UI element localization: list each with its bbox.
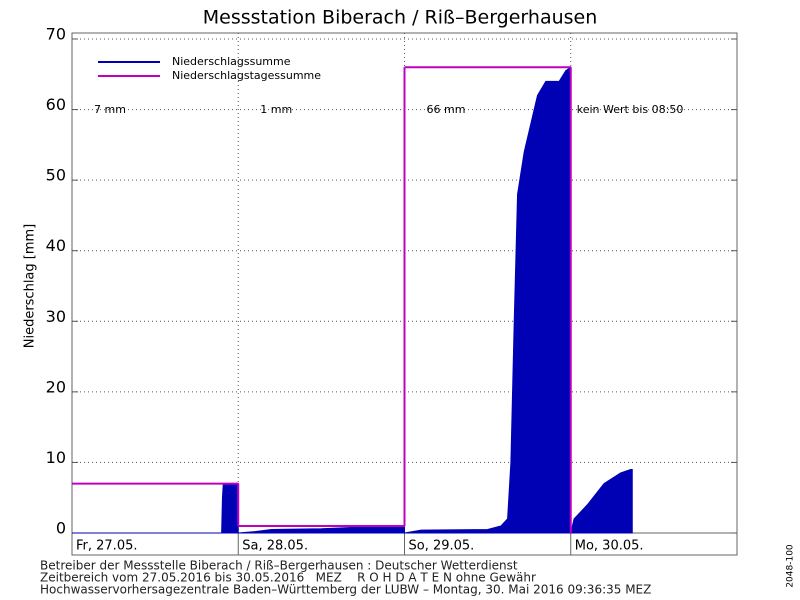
- value-label: 66 mm: [427, 103, 466, 116]
- y-tick-label: 30: [46, 307, 66, 326]
- y-tick-label: 10: [46, 448, 66, 467]
- y-tick-label: 20: [46, 377, 66, 396]
- annotation: kein Wert bis 08:50: [577, 103, 684, 116]
- x-tick-label: Mo, 30.05.: [575, 539, 644, 554]
- x-tick-label: Sa, 28.05.: [242, 539, 308, 554]
- legend-label: Niederschlagssumme: [172, 55, 291, 68]
- area: [72, 66, 633, 534]
- x-tick-label: Fr, 27.05.: [76, 539, 138, 554]
- y-tick-label: 60: [46, 95, 66, 114]
- y-tick-label: 40: [46, 236, 66, 255]
- footer-line: Zeitbereich vom 27.05.2016 bis 30.05.201…: [40, 571, 536, 585]
- side-label: 2048-100: [786, 544, 796, 588]
- y-tick-label: 0: [56, 519, 66, 538]
- value-label: 7 mm: [94, 103, 126, 116]
- footer-line: Betreiber der Messstelle Biberach / Riß–…: [40, 559, 518, 573]
- chart-title: Messstation Biberach / Riß–Bergerhausen: [203, 7, 598, 29]
- y-tick-label: 70: [46, 25, 66, 44]
- legend-label: Niederschlagstagessumme: [172, 69, 321, 82]
- y-axis-label: Niederschlag [mm]: [23, 224, 38, 349]
- y-tick-label: 50: [46, 166, 66, 185]
- footer-line: Hochwasservorhersagezentrale Baden–Württ…: [40, 583, 651, 597]
- x-tick-label: So, 29.05.: [409, 539, 475, 554]
- value-label: 1 mm: [260, 103, 292, 116]
